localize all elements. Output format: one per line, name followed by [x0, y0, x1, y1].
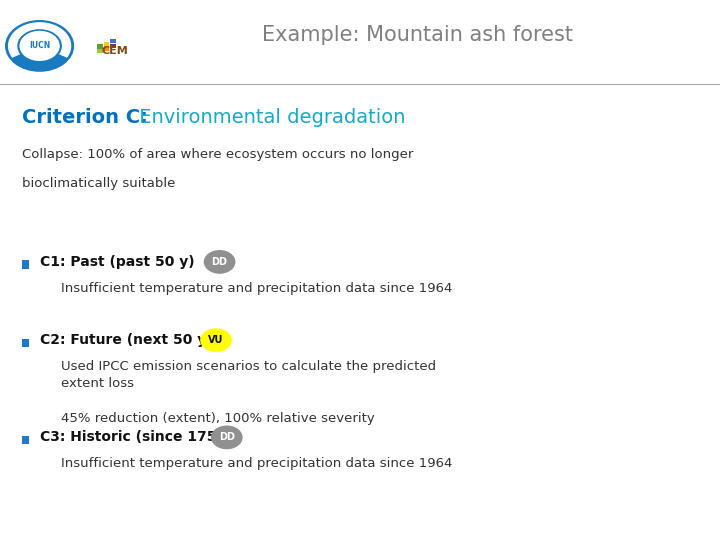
Text: Insufficient temperature and precipitation data since 1964: Insufficient temperature and precipitati… — [61, 457, 453, 470]
Text: Example: Mountain ash forest: Example: Mountain ash forest — [262, 25, 573, 45]
Bar — [22, 339, 29, 347]
Text: IUCN: IUCN — [29, 42, 50, 50]
Circle shape — [204, 250, 235, 274]
Text: Collapse: 100% of area where ecosystem occurs no longer: Collapse: 100% of area where ecosystem o… — [22, 148, 413, 161]
Text: C1: Past (past 50 y): C1: Past (past 50 y) — [40, 255, 194, 269]
Circle shape — [200, 328, 232, 352]
Circle shape — [211, 426, 243, 449]
Text: Insufficient temperature and precipitation data since 1964: Insufficient temperature and precipitati… — [61, 282, 453, 295]
Wedge shape — [8, 22, 71, 58]
Bar — [22, 260, 29, 269]
Text: 45% reduction (extent), 100% relative severity: 45% reduction (extent), 100% relative se… — [61, 412, 375, 425]
Text: C2: Future (next 50 y): C2: Future (next 50 y) — [40, 333, 212, 347]
Bar — [22, 436, 29, 444]
Bar — [104, 42, 109, 46]
Text: CEM: CEM — [102, 46, 129, 56]
Text: DD: DD — [219, 433, 235, 442]
Text: VU: VU — [208, 335, 224, 345]
Circle shape — [19, 31, 60, 61]
Text: bioclimatically suitable: bioclimatically suitable — [22, 177, 175, 190]
Bar — [97, 49, 103, 53]
Bar — [104, 46, 109, 51]
Text: C3: Historic (since 1750): C3: Historic (since 1750) — [40, 430, 232, 444]
Bar — [97, 44, 103, 49]
Text: Environmental degradation: Environmental degradation — [133, 108, 405, 127]
Text: Criterion C:: Criterion C: — [22, 108, 148, 127]
Text: Used IPCC emission scenarios to calculate the predicted
extent loss: Used IPCC emission scenarios to calculat… — [61, 360, 436, 390]
Bar — [110, 44, 116, 48]
Bar — [110, 39, 116, 43]
Circle shape — [5, 20, 74, 72]
Text: DD: DD — [212, 257, 228, 267]
